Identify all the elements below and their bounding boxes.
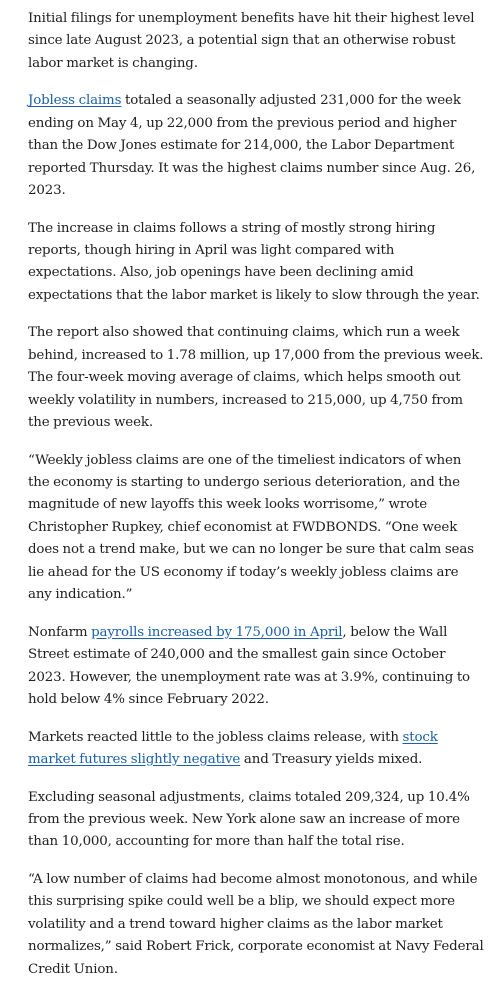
paragraph-continuing-claims: The report also showed that continuing c… <box>28 322 485 434</box>
payrolls-link[interactable]: payrolls increased by 175,000 in April <box>91 624 343 640</box>
paragraph-text: Initial filings for unemployment benefit… <box>28 11 475 71</box>
paragraph-hiring: The increase in claims follows a string … <box>28 218 485 308</box>
paragraph-rupkey-quote: “Weekly jobless claims are one of the ti… <box>28 450 485 607</box>
paragraph-text: Excluding seasonal adjustments, claims t… <box>28 789 470 850</box>
paragraph-text: totaled a seasonally adjusted 231,000 fo… <box>28 93 476 199</box>
paragraph-text: Markets reacted little to the jobless cl… <box>28 729 403 745</box>
stock-futures-link[interactable]: stock market futures slightly negative <box>28 729 438 767</box>
paragraph-text: , below the Wall Street estimate of 240,… <box>28 624 470 707</box>
jobless-claims-link[interactable]: Jobless claims <box>28 93 122 109</box>
paragraph-text: The report also showed that continuing c… <box>28 325 484 431</box>
paragraph-text: and Treasury yields mixed. <box>240 751 423 767</box>
paragraph-frick-quote: “A low number of claims had become almos… <box>28 869 485 981</box>
paragraph-intro: Initial filings for unemployment benefit… <box>28 8 485 75</box>
paragraph-text: “Weekly jobless claims are one of the ti… <box>28 452 474 603</box>
paragraph-text: “A low number of claims had become almos… <box>28 871 484 977</box>
paragraph-text: The increase in claims follows a string … <box>28 220 480 303</box>
article-body: Initial filings for unemployment benefit… <box>28 8 485 977</box>
paragraph-nonfarm-payrolls: Nonfarm payrolls increased by 175,000 in… <box>28 622 485 712</box>
paragraph-markets: Markets reacted little to the jobless cl… <box>28 727 485 772</box>
paragraph-text: Nonfarm <box>28 624 92 640</box>
paragraph-seasonal: Excluding seasonal adjustments, claims t… <box>28 787 485 854</box>
paragraph-jobless-claims: Jobless claims totaled a seasonally adju… <box>28 90 485 202</box>
